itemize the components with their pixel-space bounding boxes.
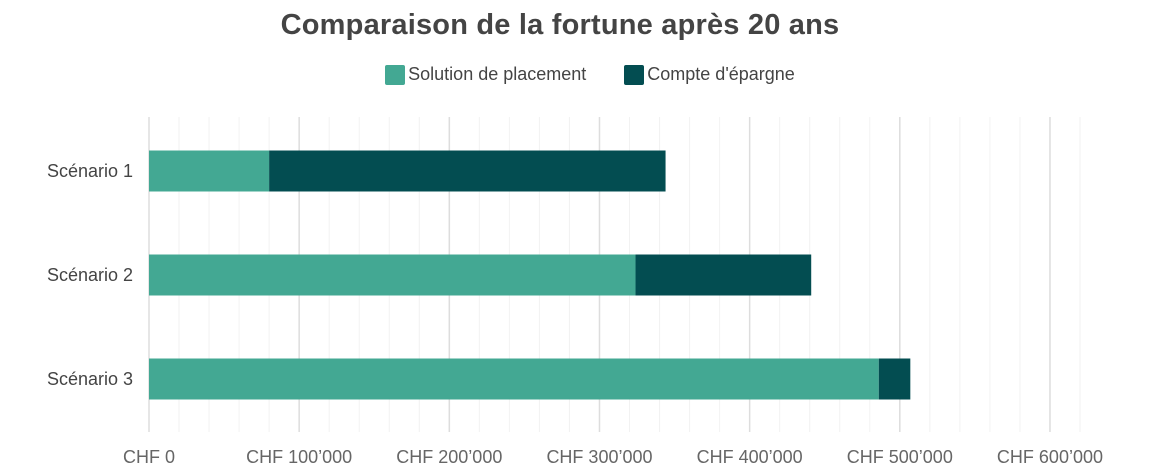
- category-label: Scénario 3: [47, 369, 133, 389]
- legend-swatch-solution-de-placement: [385, 64, 406, 85]
- x-tick-label: CHF 400’000: [697, 447, 803, 467]
- bar-compte-epargne-scenario-3[interactable]: [878, 358, 911, 400]
- bar-solution-de-placement-scenario-3[interactable]: [149, 358, 879, 400]
- legend-label-compte-epargne: Compte d'épargne: [647, 64, 795, 84]
- x-tick-label: CHF 300’000: [546, 447, 652, 467]
- bar-solution-de-placement-scenario-1[interactable]: [149, 150, 270, 192]
- bars: [149, 150, 911, 400]
- legend: Solution de placement Compte d'épargne: [0, 64, 1160, 85]
- x-tick-label: CHF 0: [123, 447, 175, 467]
- chart-title: Comparaison de la fortune après 20 ans: [280, 9, 840, 41]
- bar-compte-epargne-scenario-1[interactable]: [269, 150, 666, 192]
- bar-compte-epargne-scenario-2[interactable]: [635, 254, 812, 296]
- x-tick-labels: CHF 0 CHF 100’000 CHF 200’000 CHF 300’000 CH…: [123, 447, 1103, 467]
- legend-label-solution-de-placement: Solution de placement: [408, 64, 587, 84]
- category-label: Scénario 2: [47, 265, 133, 285]
- x-tick-label: CHF 500’000: [847, 447, 953, 467]
- x-tick-label: CHF 200’000: [396, 447, 502, 467]
- legend-item-compte-epargne[interactable]: Compte d'épargne: [624, 64, 795, 85]
- category-labels: Scénario 1 Scénario 2 Scénario 3: [47, 161, 133, 389]
- x-tick-label: CHF 600’000: [997, 447, 1103, 467]
- bar-solution-de-placement-scenario-2[interactable]: [149, 254, 636, 296]
- category-label: Scénario 1: [47, 161, 133, 181]
- legend-item-solution-de-placement[interactable]: Solution de placement: [385, 64, 586, 85]
- x-tick-label: CHF 100’000: [246, 447, 352, 467]
- legend-swatch-compte-epargne: [624, 64, 645, 85]
